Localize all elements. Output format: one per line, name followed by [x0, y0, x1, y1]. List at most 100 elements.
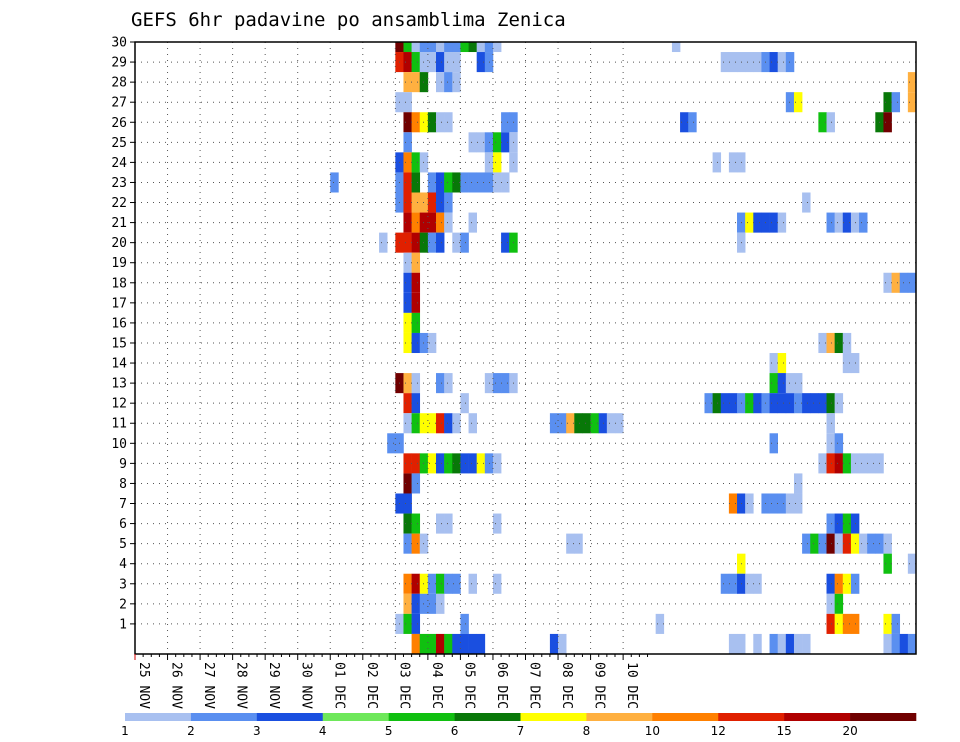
heatmap-cell: [501, 172, 510, 193]
heatmap-cell: [427, 172, 437, 193]
heatmap-cell: [403, 92, 412, 113]
heatmap-cell: [436, 42, 445, 53]
heatmap-cell: [907, 553, 917, 574]
heatmap-cell: [745, 393, 754, 414]
heatmap-cell: [427, 593, 437, 614]
heatmap-cell: [476, 42, 486, 53]
heatmap-cell: [452, 42, 461, 53]
legend-swatch: [850, 713, 917, 721]
heatmap-cell: [785, 92, 795, 113]
heatmap-cell: [492, 373, 502, 394]
heatmap-cell: [834, 593, 844, 614]
heatmap-cell: [403, 132, 412, 153]
heatmap-cell: [403, 573, 412, 594]
heatmap-cell: [436, 633, 445, 654]
legend-swatch: [520, 713, 587, 721]
y-tick-label: 12: [111, 397, 127, 412]
heatmap-cell: [387, 433, 396, 454]
heatmap-cell: [818, 332, 827, 354]
y-tick-label: 5: [119, 537, 127, 552]
heatmap-cell: [403, 312, 412, 333]
heatmap-cell: [753, 393, 762, 414]
heatmap-cell: [403, 373, 412, 394]
heatmap-cell: [883, 553, 892, 574]
heatmap-cell: [745, 493, 754, 514]
heatmap-cell: [745, 52, 754, 73]
heatmap-cell: [460, 393, 469, 414]
heatmap-cell: [460, 633, 469, 654]
heatmap-cell: [907, 272, 917, 293]
heatmap-cell: [582, 413, 591, 434]
heatmap-cell: [558, 633, 567, 654]
heatmap-cell: [403, 393, 412, 414]
heatmap-cell: [436, 232, 445, 253]
x-tick-label: 08 DEC: [559, 662, 574, 709]
heatmap-cell: [427, 42, 437, 53]
heatmap-cell: [501, 373, 510, 394]
y-tick-label: 23: [111, 176, 127, 191]
heatmap-cell: [810, 533, 819, 554]
heatmap-cell: [785, 52, 795, 73]
heatmap-cell: [444, 112, 453, 133]
y-tick-label: 24: [111, 156, 127, 171]
heatmap-cell: [793, 493, 803, 514]
heatmap-cell: [720, 52, 730, 73]
x-axis: 25 NOV 26 NOV 27 NOV 28 NOV 29 NOV 30 NOV 01 D…: [134, 654, 649, 709]
heatmap-cell: [436, 192, 445, 213]
heatmap-cell: [842, 533, 852, 554]
y-tick-label: 14: [111, 357, 127, 372]
heatmap-cell: [444, 72, 453, 93]
heatmap-cell: [436, 573, 445, 594]
heatmap-cell: [574, 413, 583, 434]
heatmap-cell: [793, 373, 803, 394]
heatmap-cell: [688, 112, 697, 133]
heatmap-cell: [883, 533, 892, 554]
heatmap-cell: [411, 393, 421, 414]
heatmap-cell: [444, 212, 453, 233]
heatmap-cell: [444, 42, 453, 53]
heatmap-cell: [769, 212, 778, 233]
heatmap-cell: [427, 413, 437, 434]
legend-swatch: [454, 713, 521, 721]
heatmap-cell: [411, 42, 421, 53]
heatmap-cell: [460, 613, 469, 634]
heatmap-cell: [802, 393, 811, 414]
heatmap-cell: [728, 393, 738, 414]
heatmap-cell: [436, 212, 445, 233]
heatmap-cell: [411, 292, 421, 313]
heatmap-cell: [785, 393, 795, 414]
heatmap-cell: [785, 493, 795, 514]
y-tick-label: 19: [111, 256, 127, 271]
heatmap-cell: [411, 72, 421, 93]
heatmap-cell: [460, 453, 469, 474]
heatmap-cell: [452, 172, 461, 193]
heatmap-cell: [436, 172, 445, 193]
heatmap-cell: [403, 152, 412, 173]
heatmap-cell: [403, 513, 412, 534]
heatmap-cell: [403, 42, 412, 53]
heatmap-cell: [436, 413, 445, 434]
heatmap-cell: [712, 393, 722, 414]
heatmap-cell: [883, 92, 892, 113]
y-tick-label: 28: [111, 76, 127, 91]
heatmap-cell: [403, 413, 412, 434]
heatmap-cell: [558, 413, 567, 434]
heatmap-cell: [403, 252, 412, 273]
heatmap-cell: [476, 633, 486, 654]
heatmap-cell: [826, 332, 835, 354]
heatmap-cell: [411, 192, 421, 213]
heatmap-cell: [802, 192, 811, 213]
heatmap-cell: [403, 493, 412, 514]
heatmap-cell: [826, 613, 835, 634]
legend-label: 20: [842, 724, 857, 738]
heatmap-cell: [842, 573, 852, 594]
x-tick-label: 01 DEC: [331, 662, 346, 709]
heatmap-cell: [753, 52, 762, 73]
heatmap-cell: [891, 633, 901, 654]
y-tick-label: 1: [119, 617, 127, 632]
heatmap-cell: [411, 272, 421, 293]
legend-label: 1: [121, 724, 129, 738]
heatmap-cell: [745, 573, 754, 594]
color-legend: 1 2 3 4 5 6 7 8 10 12 15 20: [121, 713, 917, 738]
